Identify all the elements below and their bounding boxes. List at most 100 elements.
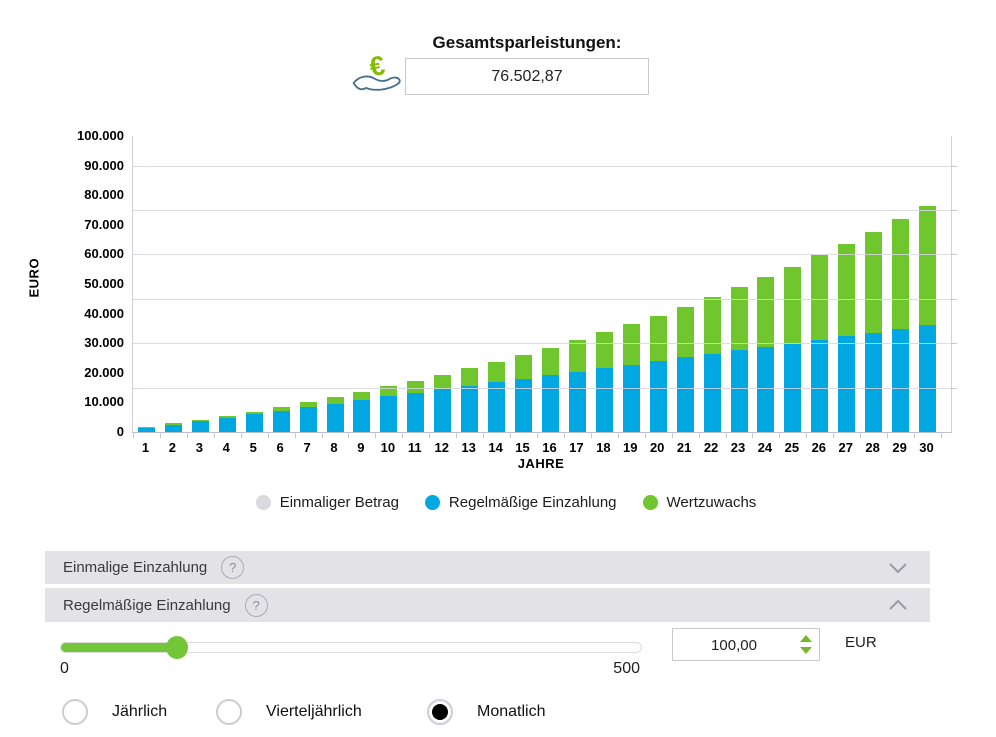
x-axis-tick xyxy=(752,432,754,438)
x-axis-tick xyxy=(887,432,889,438)
bar-year-8-growth xyxy=(326,397,344,404)
bar-year-27-deposit xyxy=(838,336,856,432)
savings-chart: EURO 0 10.000 20.000 30.000 40.000 50.000 60.0… xyxy=(0,110,996,550)
y-axis-tick xyxy=(951,387,957,389)
radio-vierteljhrlich[interactable]: Vierteljährlich xyxy=(216,699,362,725)
x-tick-label: 5 xyxy=(249,440,257,455)
bar-year-1-growth xyxy=(137,426,155,429)
x-tick-label: 23 xyxy=(730,440,746,455)
bar-year-29-deposit xyxy=(892,328,910,432)
bar-year-26-growth xyxy=(811,255,829,340)
accordion-regular-deposit[interactable]: Regelmäßige Einzahlung ? xyxy=(45,588,930,622)
bar-year-19-growth xyxy=(622,324,640,365)
x-tick-label: 1 xyxy=(141,440,150,455)
bar-year-9-growth xyxy=(353,391,371,401)
radio-monatlich[interactable]: Monatlich xyxy=(427,699,545,725)
accordion-one-time-deposit[interactable]: Einmalige Einzahlung ? xyxy=(45,551,930,584)
gridline xyxy=(133,254,951,256)
deposit-slider-handle[interactable] xyxy=(166,636,188,659)
bar-year-2-deposit xyxy=(164,424,182,432)
bar-year-14-growth xyxy=(488,361,506,383)
x-axis-tick xyxy=(671,432,673,438)
bar-year-3-growth xyxy=(191,419,209,422)
bar-year-24-growth xyxy=(757,277,775,347)
decrement-arrow-icon[interactable] xyxy=(800,647,812,654)
bar-year-16-growth xyxy=(541,347,559,376)
y-tick-label: 100.000 xyxy=(77,128,124,143)
bar-year-22-deposit xyxy=(703,353,721,432)
x-tick-label: 14 xyxy=(488,440,503,455)
deposit-slider-track[interactable] xyxy=(60,636,642,659)
radio-label: Monatlich xyxy=(477,703,546,720)
bar-year-6-deposit xyxy=(272,410,290,432)
help-icon[interactable]: ? xyxy=(221,556,245,579)
bar-year-8-deposit xyxy=(326,403,344,432)
y-axis-tick xyxy=(951,165,957,167)
legend-item[interactable]: Wertzuwachs xyxy=(642,494,756,511)
x-axis-tick xyxy=(429,432,431,438)
legend-item[interactable]: Einmaliger Betrag xyxy=(255,494,399,511)
x-tick-label: 19 xyxy=(623,440,638,455)
x-axis-tick xyxy=(698,432,700,438)
bar-year-7-growth xyxy=(299,402,317,408)
help-icon[interactable]: ? xyxy=(244,593,268,617)
bar-year-6-growth xyxy=(272,407,290,411)
increment-arrow-icon[interactable] xyxy=(800,635,812,642)
bar-year-18-growth xyxy=(595,332,613,369)
total-savings-value: 76.502,87 xyxy=(491,67,563,85)
x-tick-label: 25 xyxy=(784,440,800,455)
y-tick-label: 40.000 xyxy=(84,305,124,321)
bar-year-20-growth xyxy=(649,315,667,361)
x-tick-label: 16 xyxy=(542,440,557,455)
chevron-up-icon[interactable] xyxy=(888,598,908,612)
currency-label: EUR xyxy=(845,634,877,651)
x-tick-label: 22 xyxy=(703,440,719,455)
y-axis-tick xyxy=(951,343,957,345)
x-tick-label: 11 xyxy=(407,440,422,455)
x-axis-tick xyxy=(806,432,808,438)
y-tick-label: 10.000 xyxy=(84,394,124,410)
x-tick-label: 8 xyxy=(330,440,338,455)
bar-year-17-deposit xyxy=(568,371,586,432)
x-axis-tick xyxy=(537,432,538,438)
bar-year-30-deposit xyxy=(919,325,937,432)
bar-year-14-deposit xyxy=(488,382,506,432)
x-tick-label: 21 xyxy=(676,440,692,455)
y-axis-tick xyxy=(951,298,957,300)
chevron-down-icon[interactable] xyxy=(888,561,908,575)
radio-circle-icon[interactable] xyxy=(216,699,242,725)
gridline xyxy=(133,298,951,300)
bar-year-21-growth xyxy=(676,306,694,358)
x-axis-tick xyxy=(133,432,134,438)
slider-min-label: 0 xyxy=(60,660,69,677)
radio-jhrlich[interactable]: Jährlich xyxy=(62,699,167,725)
bar-year-25-growth xyxy=(784,266,802,344)
radio-circle-icon[interactable] xyxy=(62,699,88,725)
x-tick-label: 26 xyxy=(811,440,827,455)
bar-year-12-deposit xyxy=(434,389,452,432)
radio-label: Jährlich xyxy=(112,703,168,720)
accordion-label: Regelmäßige Einzahlung xyxy=(63,596,231,614)
radio-circle-icon[interactable] xyxy=(427,699,453,725)
deposit-amount-input[interactable] xyxy=(673,629,795,662)
y-tick-label: 70.000 xyxy=(84,216,124,232)
y-tick-label: 30.000 xyxy=(84,335,124,351)
x-tick-label: 17 xyxy=(569,440,584,455)
x-tick-label: 10 xyxy=(380,440,396,455)
bar-year-22-growth xyxy=(703,297,721,354)
x-axis-tick xyxy=(563,432,565,438)
bar-year-2-growth xyxy=(164,423,182,425)
bar-year-29-growth xyxy=(892,218,910,329)
y-tick-label: 50.000 xyxy=(84,276,124,291)
legend-label: Regelmäßige Einzahlung xyxy=(448,494,617,511)
x-axis-tick xyxy=(456,432,458,438)
total-savings-value-box: 76.502,87 xyxy=(405,58,649,95)
x-axis-tick xyxy=(321,432,323,438)
legend-item[interactable]: Regelmäßige Einzahlung xyxy=(424,494,617,511)
bar-year-23-growth xyxy=(730,287,748,351)
svg-text:€: € xyxy=(367,50,387,82)
y-tick-label: 90.000 xyxy=(84,157,124,173)
bar-year-15-growth xyxy=(515,354,533,379)
x-axis-tick xyxy=(510,432,512,438)
radio-label: Vierteljährlich xyxy=(266,703,362,720)
